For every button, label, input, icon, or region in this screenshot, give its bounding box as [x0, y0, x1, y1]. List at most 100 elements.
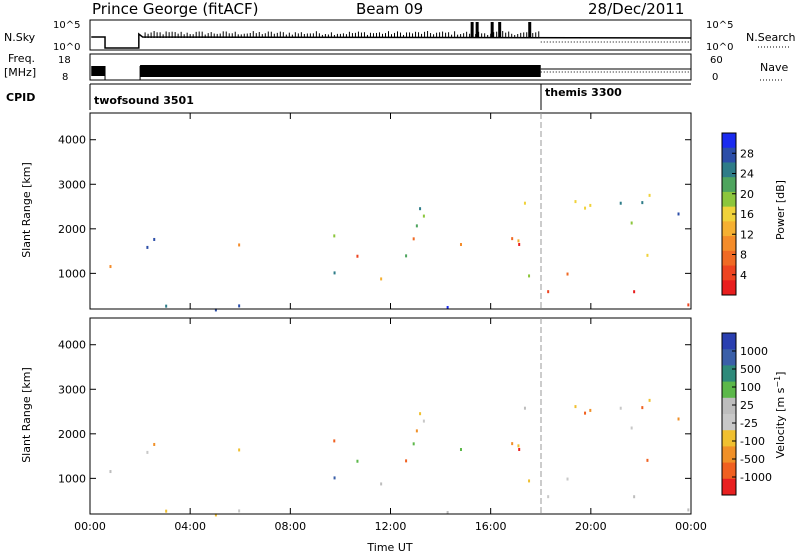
velocity-cell	[589, 408, 592, 412]
power-cell	[518, 242, 521, 246]
velocity-cell	[547, 495, 550, 499]
power-cell	[333, 234, 336, 238]
power-cell	[574, 200, 577, 204]
velocity-colorbar-segment	[722, 397, 736, 415]
power-colorbar-tick-label: 20	[740, 188, 754, 201]
x-tick-label: 12:00	[375, 520, 407, 533]
nsky-peak	[490, 22, 494, 38]
power-cell	[511, 237, 514, 241]
cpid-label: CPID	[6, 91, 35, 104]
power-cell	[238, 243, 241, 247]
power-colorbar-tick-label: 4	[740, 269, 747, 282]
velocity-ylabel: Slant Range [km]	[20, 367, 33, 463]
velocity-colorbar-segment	[722, 365, 736, 383]
power-colorbar-label: Power [dB]	[774, 180, 787, 240]
velocity-cell	[333, 439, 336, 443]
velocity-cell	[415, 429, 418, 433]
velocity-cell	[619, 406, 622, 410]
power-cell	[633, 290, 636, 294]
velocity-cell	[528, 479, 531, 483]
x-tick-label: 00:00	[74, 520, 106, 533]
velocity-cell	[238, 509, 241, 513]
velocity-cell	[633, 495, 636, 499]
velocity-colorbar-segment	[722, 414, 736, 431]
power-colorbar-segment	[722, 280, 736, 296]
power-ytick-label: 1000	[58, 267, 86, 280]
power-colorbar-tick-label: 12	[740, 228, 754, 241]
power-cell	[415, 224, 418, 228]
power-cell	[648, 193, 651, 197]
date-title: 28/Dec/2011	[588, 0, 684, 18]
velocity-cell	[356, 459, 359, 463]
power-cell	[630, 221, 633, 225]
velocity-colorbar-tick-label: 100	[740, 381, 761, 394]
velocity-cell	[687, 508, 690, 512]
velocity-cell	[459, 448, 462, 452]
beam-title: Beam 09	[356, 0, 423, 18]
velocity-cell	[412, 442, 415, 446]
power-cell	[165, 304, 168, 308]
velocity-colorbar-segment	[722, 430, 736, 447]
power-cell	[687, 303, 690, 307]
velocity-cell	[630, 426, 633, 430]
power-cell	[419, 207, 422, 211]
power-colorbar-tick-label: 28	[740, 147, 754, 160]
velocity-ytick-label: 4000	[58, 339, 86, 352]
cpid-strip: CPID twofsound 3501 themis 3300	[6, 83, 691, 110]
power-cell	[517, 239, 520, 243]
freq-strip: Freq. [MHz] 18 8 Nave 60 0	[4, 52, 788, 83]
power-cell	[641, 201, 644, 205]
velocity-colorbar-tick-label: -500	[740, 453, 765, 466]
power-cell	[214, 308, 217, 312]
power-ylabel: Slant Range [km]	[20, 162, 33, 258]
power-cell	[459, 243, 462, 247]
velocity-cell	[646, 458, 649, 462]
velocity-colorbar-tick-label: 500	[740, 363, 761, 376]
power-cell	[238, 304, 241, 308]
power-colorbar-tick-label: 24	[740, 168, 754, 181]
power-panel: Slant Range [km] 1000 2000 3000 4000	[20, 112, 692, 312]
velocity-colorbar-tick-label: -1000	[740, 471, 772, 484]
power-cell	[547, 290, 550, 294]
power-colorbar-segment	[722, 162, 736, 178]
velocity-cell	[419, 412, 422, 416]
power-ytick-label: 2000	[58, 223, 86, 236]
nsky-label: N.Sky	[4, 31, 36, 44]
power-cell	[619, 201, 622, 205]
velocity-colorbar-tick-label: -100	[740, 435, 765, 448]
nsky-peak	[470, 22, 474, 38]
power-cell	[646, 253, 649, 257]
power-cell	[153, 237, 156, 241]
power-ytick-label: 3000	[58, 178, 86, 191]
power-ytick-label: 4000	[58, 134, 86, 147]
velocity-colorbar-tick-label: 25	[740, 399, 754, 412]
velocity-cell	[422, 419, 425, 423]
x-tick-label: 04:00	[174, 520, 206, 533]
velocity-cell	[574, 405, 577, 409]
nsky-peak	[475, 22, 479, 38]
power-cell	[523, 201, 526, 205]
velocity-cell	[511, 442, 514, 446]
velocity-colorbar-tick-label: 1000	[740, 345, 768, 358]
nsearch-tick-top: 10^5	[706, 20, 733, 31]
velocity-cell	[517, 444, 520, 448]
freq-tick-bottom: 8	[62, 72, 68, 83]
power-cell	[528, 274, 531, 278]
power-colorbar-segment	[722, 147, 736, 163]
power-cell	[405, 254, 408, 258]
x-axis-label: Time UT	[366, 541, 412, 554]
x-tick-label: 16:00	[475, 520, 507, 533]
velocity-colorbar-segment	[722, 462, 736, 480]
cpid-segment-1: twofsound 3501	[94, 94, 194, 107]
x-tick-label: 00:00	[675, 520, 707, 533]
velocity-cell	[405, 459, 408, 463]
velocity-cell	[446, 510, 449, 514]
velocity-cell	[648, 398, 651, 402]
power-cell	[146, 245, 149, 249]
x-tick-label: 08:00	[274, 520, 306, 533]
power-cell	[333, 271, 336, 275]
velocity-colorbar-segment	[722, 478, 736, 496]
nsky-tick-top: 10^5	[53, 20, 80, 31]
velocity-cell	[109, 470, 112, 474]
